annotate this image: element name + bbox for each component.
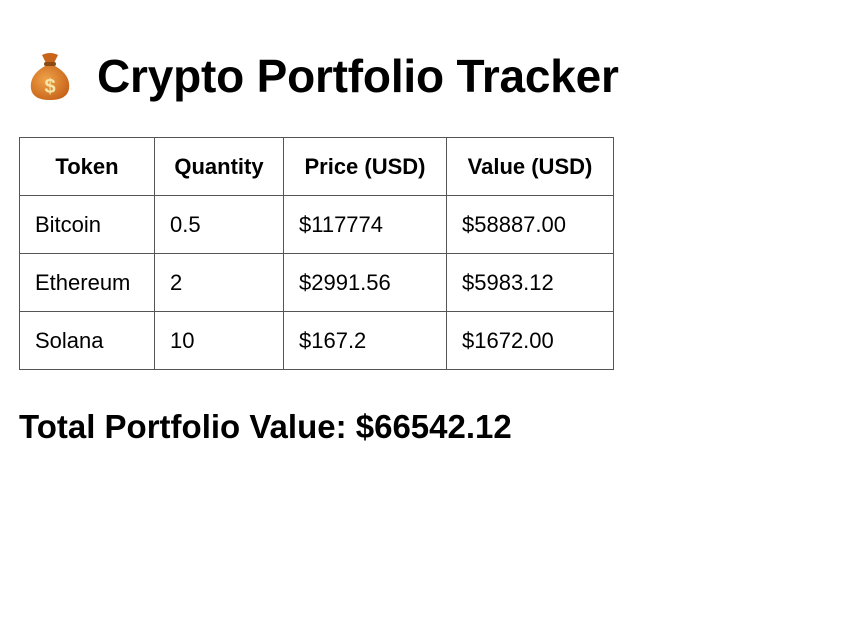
svg-text:$: $ xyxy=(44,76,55,98)
token-cell: Ethereum xyxy=(19,253,155,312)
page-title-row: $ Crypto Portfolio Tracker xyxy=(27,48,619,104)
table-row: Bitcoin 0.5 $117774 $58887.00 xyxy=(19,195,614,254)
column-header-value: Value (USD) xyxy=(446,137,614,196)
price-cell: $2991.56 xyxy=(283,253,447,312)
money-bag-icon: $ xyxy=(27,51,73,101)
column-header-token: Token xyxy=(19,137,155,196)
column-header-price: Price (USD) xyxy=(283,137,447,196)
price-cell: $117774 xyxy=(283,195,447,254)
value-cell: $58887.00 xyxy=(446,195,614,254)
value-cell: $1672.00 xyxy=(446,311,614,370)
portfolio-table: Token Quantity Price (USD) Value (USD) B… xyxy=(19,137,614,370)
token-cell: Solana xyxy=(19,311,155,370)
column-header-quantity: Quantity xyxy=(154,137,284,196)
price-cell: $167.2 xyxy=(283,311,447,370)
quantity-cell: 10 xyxy=(154,311,284,370)
table-row: Ethereum 2 $2991.56 $5983.12 xyxy=(19,253,614,312)
table-header-row: Token Quantity Price (USD) Value (USD) xyxy=(19,137,614,196)
page-content: $ Crypto Portfolio Tracker Token Quantit… xyxy=(19,0,858,618)
quantity-cell: 2 xyxy=(154,253,284,312)
page-title: Crypto Portfolio Tracker xyxy=(97,50,619,102)
value-cell: $5983.12 xyxy=(446,253,614,312)
quantity-cell: 0.5 xyxy=(154,195,284,254)
table-row: Solana 10 $167.2 $1672.00 xyxy=(19,311,614,370)
total-portfolio-value: Total Portfolio Value: $66542.12 xyxy=(19,408,512,445)
token-cell: Bitcoin xyxy=(19,195,155,254)
